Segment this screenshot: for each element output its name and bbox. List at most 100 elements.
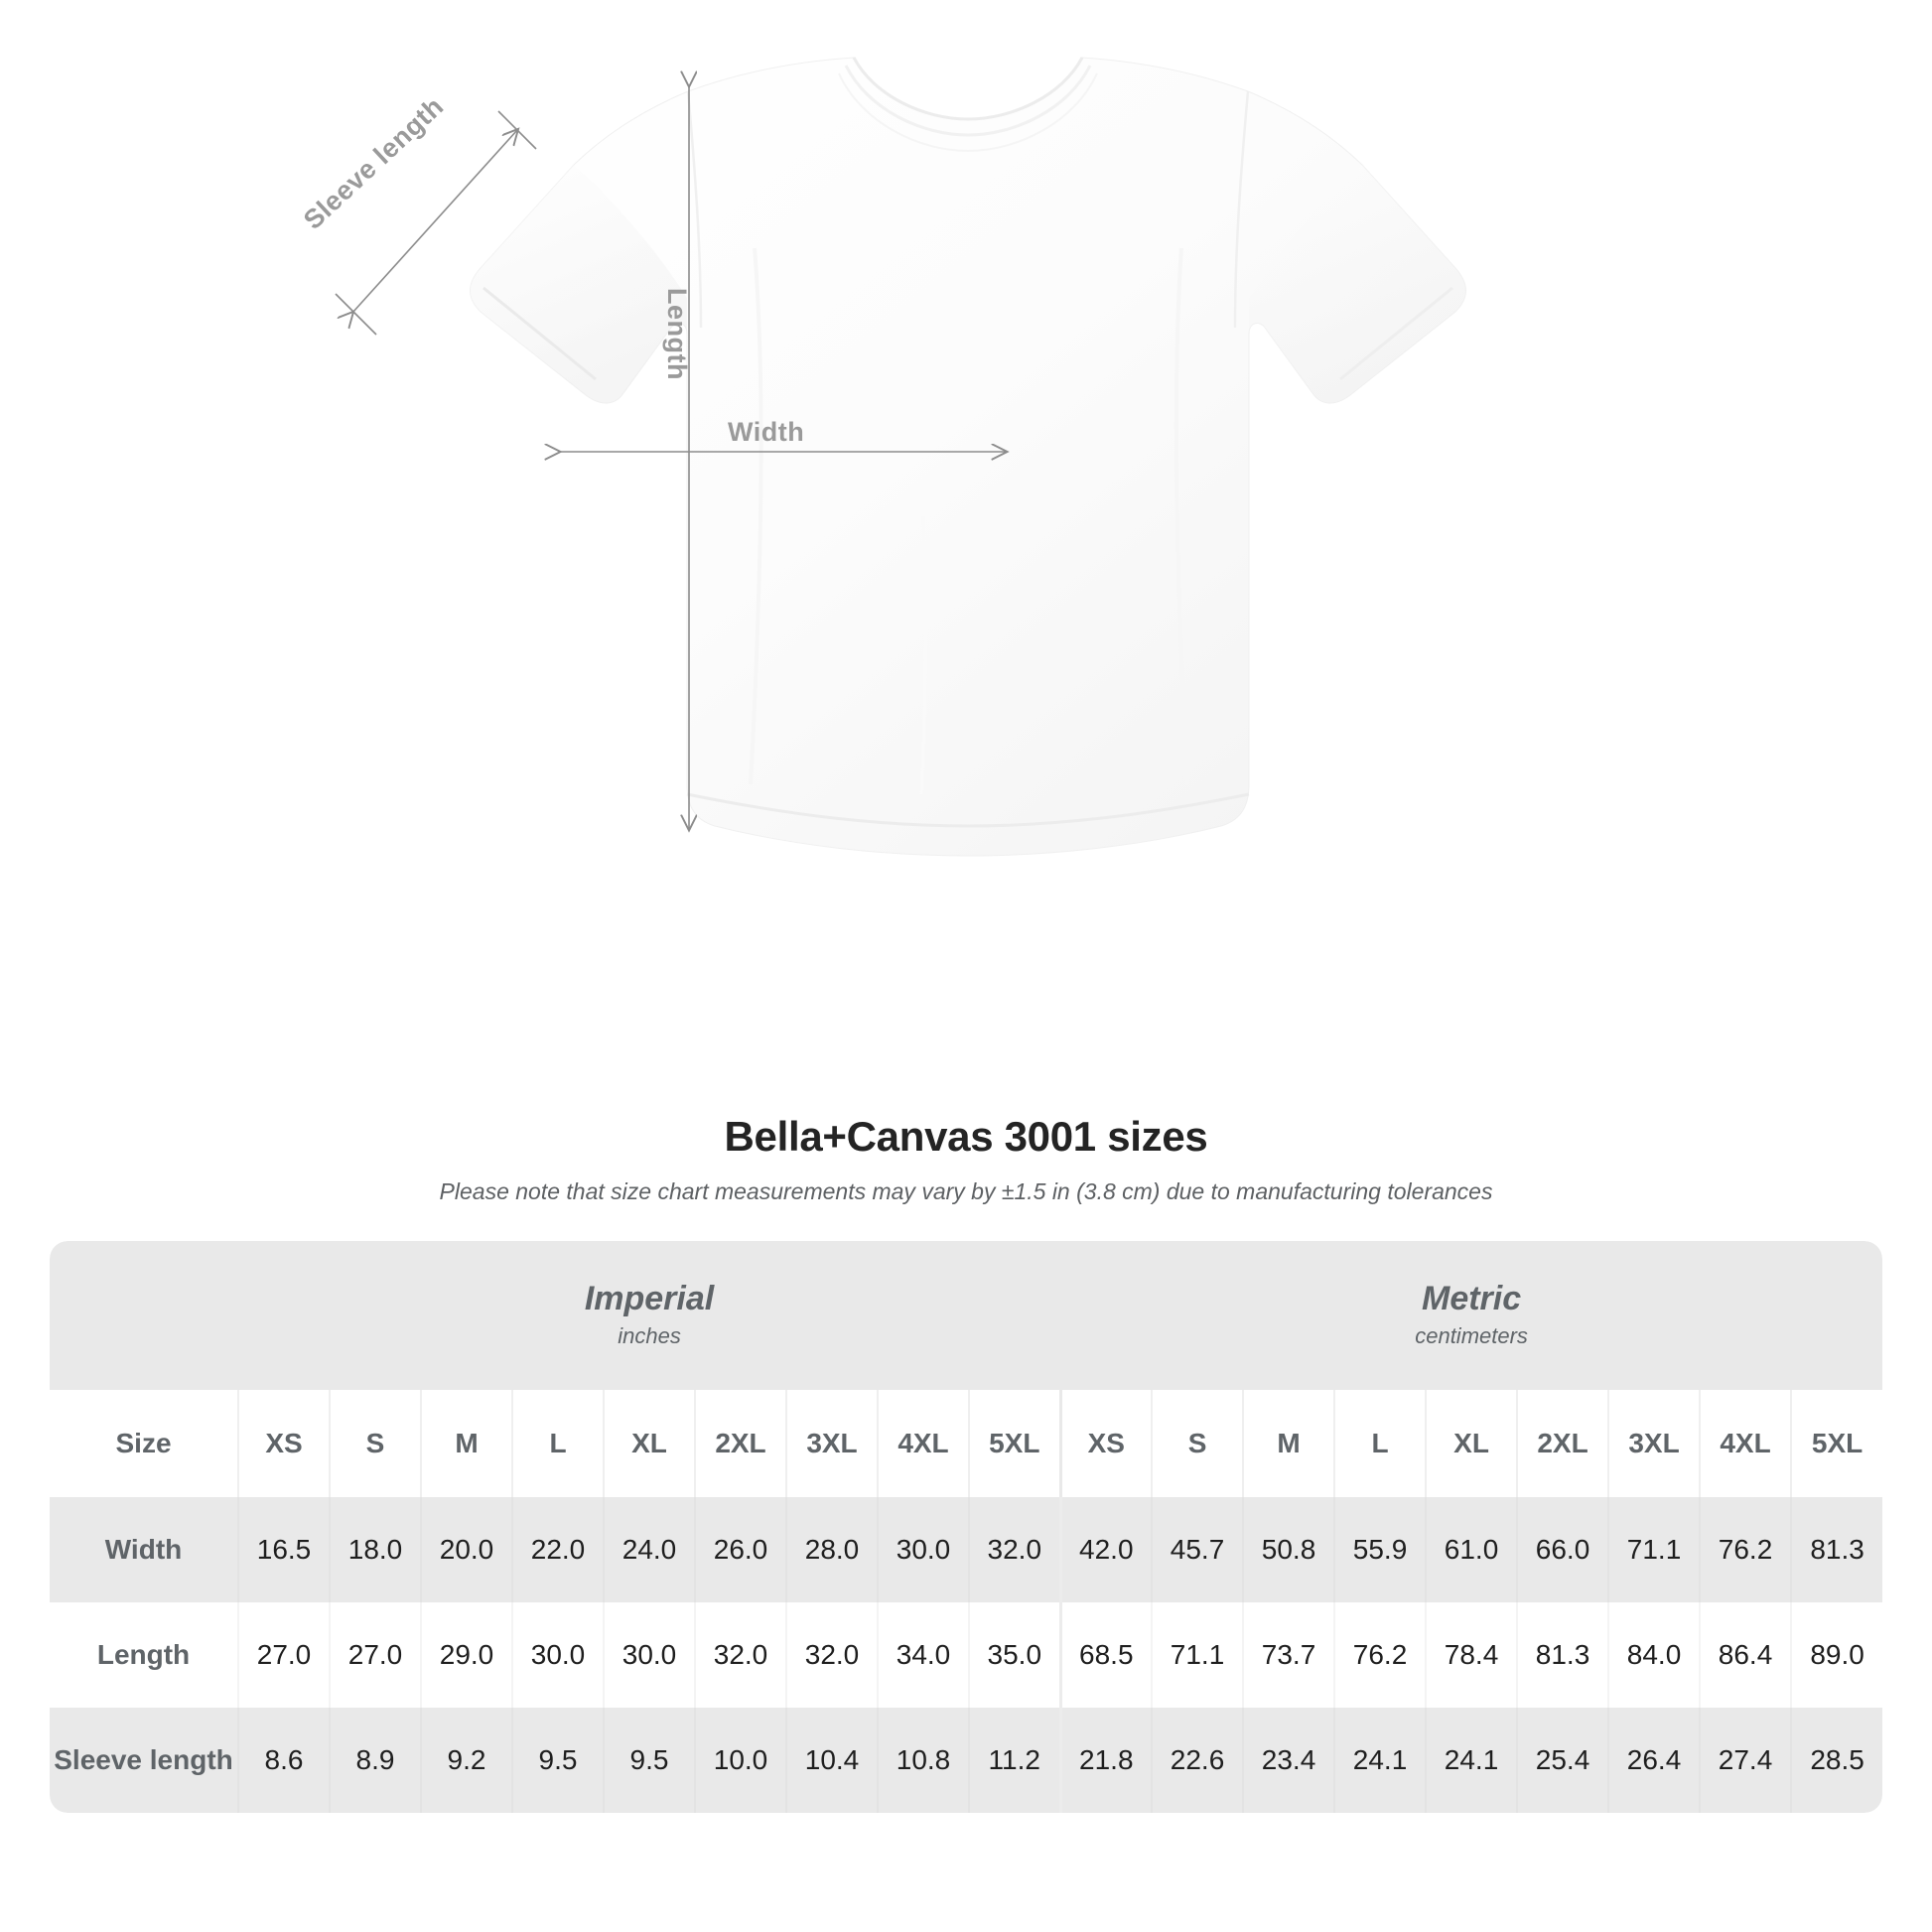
cell-width-imp-2xl: 26.0 xyxy=(695,1497,787,1602)
cell-width-imp-xl: 24.0 xyxy=(604,1497,696,1602)
cell-width-imp-4xl: 30.0 xyxy=(878,1497,970,1602)
header-imp-m: M xyxy=(421,1390,513,1497)
cell-length-imp-4xl: 34.0 xyxy=(878,1602,970,1708)
cell-length-imp-xs: 27.0 xyxy=(238,1602,331,1708)
cell-width-imp-l: 22.0 xyxy=(512,1497,605,1602)
cell-width-met-m: 50.8 xyxy=(1243,1497,1336,1602)
cell-length-met-xl: 78.4 xyxy=(1426,1602,1519,1708)
measurement-lines xyxy=(335,85,1006,829)
unit-header-row: Imperial inches Metric centimeters xyxy=(50,1241,1883,1390)
width-label: Width xyxy=(728,417,805,447)
cell-width-imp-s: 18.0 xyxy=(330,1497,422,1602)
cell-sleeve-met-s: 22.6 xyxy=(1152,1708,1245,1813)
header-imp-xs: XS xyxy=(238,1390,331,1497)
unit-sub-imperial: inches xyxy=(618,1322,681,1348)
tshirt-body xyxy=(470,57,1466,857)
header-met-l: L xyxy=(1334,1390,1428,1497)
row-label-sleeve-length: Sleeve length xyxy=(50,1708,239,1813)
cell-length-imp-5xl: 35.0 xyxy=(969,1602,1062,1708)
header-imp-2xl: 2XL xyxy=(695,1390,787,1497)
cell-length-met-m: 73.7 xyxy=(1243,1602,1336,1708)
cell-sleeve-met-m: 23.4 xyxy=(1243,1708,1336,1813)
cell-width-met-xl: 61.0 xyxy=(1426,1497,1519,1602)
header-met-xs: XS xyxy=(1058,1390,1154,1497)
cell-length-met-l: 76.2 xyxy=(1334,1602,1428,1708)
cell-length-imp-m: 29.0 xyxy=(421,1602,513,1708)
unit-spacer-cell xyxy=(50,1241,238,1390)
unit-name-imperial: Imperial xyxy=(584,1280,715,1318)
cell-sleeve-imp-4xl: 10.8 xyxy=(878,1708,970,1813)
garment-diagram: Sleeve length Length Width xyxy=(298,57,1466,857)
unit-name-metric: Metric xyxy=(1422,1280,1522,1318)
unit-cell-metric: Metric centimeters xyxy=(1060,1241,1883,1390)
cell-width-met-2xl: 66.0 xyxy=(1517,1497,1610,1602)
cell-width-imp-m: 20.0 xyxy=(421,1497,513,1602)
cell-length-imp-s: 27.0 xyxy=(330,1602,422,1708)
header-size-label: Size xyxy=(50,1390,239,1497)
cell-length-imp-2xl: 32.0 xyxy=(695,1602,787,1708)
header-imp-5xl: 5XL xyxy=(969,1390,1062,1497)
header-met-xl: XL xyxy=(1426,1390,1519,1497)
row-label-width: Width xyxy=(50,1497,239,1602)
title-block: Bella+Canvas 3001 sizes Please note that… xyxy=(0,1107,1932,1205)
cell-sleeve-met-4xl: 27.4 xyxy=(1700,1708,1793,1813)
cell-width-met-5xl: 81.3 xyxy=(1791,1497,1883,1602)
cell-length-met-5xl: 89.0 xyxy=(1791,1602,1883,1708)
sleeve-tick-top xyxy=(497,110,537,150)
cell-sleeve-imp-2xl: 10.0 xyxy=(695,1708,787,1813)
header-imp-3xl: 3XL xyxy=(786,1390,879,1497)
cell-width-met-xs: 42.0 xyxy=(1058,1497,1154,1602)
cell-length-met-4xl: 86.4 xyxy=(1700,1602,1793,1708)
cell-sleeve-imp-5xl: 11.2 xyxy=(969,1708,1062,1813)
cell-length-imp-l: 30.0 xyxy=(512,1602,605,1708)
row-label-length: Length xyxy=(50,1602,239,1708)
cell-width-imp-5xl: 32.0 xyxy=(969,1497,1062,1602)
header-met-m: M xyxy=(1243,1390,1336,1497)
size-chart-table: Imperial inches Metric centimeters Size … xyxy=(50,1241,1883,1813)
tolerance-note: Please note that size chart measurements… xyxy=(439,1178,1493,1204)
unit-sub-metric: centimeters xyxy=(1415,1322,1528,1348)
header-met-4xl: 4XL xyxy=(1700,1390,1793,1497)
length-label: Length xyxy=(662,288,692,380)
size-table-container: Imperial inches Metric centimeters Size … xyxy=(50,1241,1883,1813)
cell-width-met-4xl: 76.2 xyxy=(1700,1497,1793,1602)
size-header-row: Size XS S M L XL 2XL 3XL 4XL 5XL XS S M … xyxy=(50,1390,1883,1497)
cell-sleeve-met-l: 24.1 xyxy=(1334,1708,1428,1813)
table-row-length: Length 27.0 27.0 29.0 30.0 30.0 32.0 32.… xyxy=(50,1602,1883,1708)
cell-width-imp-3xl: 28.0 xyxy=(786,1497,879,1602)
cell-length-met-2xl: 81.3 xyxy=(1517,1602,1610,1708)
cell-sleeve-met-5xl: 28.5 xyxy=(1791,1708,1883,1813)
header-imp-xl: XL xyxy=(604,1390,696,1497)
cell-width-imp-xs: 16.5 xyxy=(238,1497,331,1602)
cell-width-met-s: 45.7 xyxy=(1152,1497,1245,1602)
table-row-width: Width 16.5 18.0 20.0 22.0 24.0 26.0 28.0… xyxy=(50,1497,1883,1602)
cell-sleeve-imp-xs: 8.6 xyxy=(238,1708,331,1813)
cell-width-met-3xl: 71.1 xyxy=(1608,1497,1702,1602)
page-title: Bella+Canvas 3001 sizes xyxy=(724,1113,1208,1160)
cell-length-met-3xl: 84.0 xyxy=(1608,1602,1702,1708)
cell-sleeve-imp-xl: 9.5 xyxy=(604,1708,696,1813)
header-met-s: S xyxy=(1152,1390,1245,1497)
cell-sleeve-met-3xl: 26.4 xyxy=(1608,1708,1702,1813)
cell-sleeve-met-xl: 24.1 xyxy=(1426,1708,1519,1813)
sleeve-tick-bottom xyxy=(335,293,377,336)
table-row-sleeve-length: Sleeve length 8.6 8.9 9.2 9.5 9.5 10.0 1… xyxy=(50,1708,1883,1813)
cell-length-imp-xl: 30.0 xyxy=(604,1602,696,1708)
cell-sleeve-imp-m: 9.2 xyxy=(421,1708,513,1813)
cell-sleeve-imp-l: 9.5 xyxy=(512,1708,605,1813)
cell-length-met-s: 71.1 xyxy=(1152,1602,1245,1708)
cell-width-met-l: 55.9 xyxy=(1334,1497,1428,1602)
header-met-2xl: 2XL xyxy=(1517,1390,1610,1497)
cell-sleeve-imp-s: 8.9 xyxy=(330,1708,422,1813)
cell-length-imp-3xl: 32.0 xyxy=(786,1602,879,1708)
header-imp-s: S xyxy=(330,1390,422,1497)
header-met-5xl: 5XL xyxy=(1791,1390,1883,1497)
cell-sleeve-met-2xl: 25.4 xyxy=(1517,1708,1610,1813)
sleeve-dimension-line xyxy=(352,130,517,313)
header-imp-l: L xyxy=(512,1390,605,1497)
unit-cell-imperial: Imperial inches xyxy=(238,1241,1061,1390)
cell-sleeve-met-xs: 21.8 xyxy=(1058,1708,1154,1813)
cell-length-met-xs: 68.5 xyxy=(1058,1602,1154,1708)
header-met-3xl: 3XL xyxy=(1608,1390,1702,1497)
cell-sleeve-imp-3xl: 10.4 xyxy=(786,1708,879,1813)
